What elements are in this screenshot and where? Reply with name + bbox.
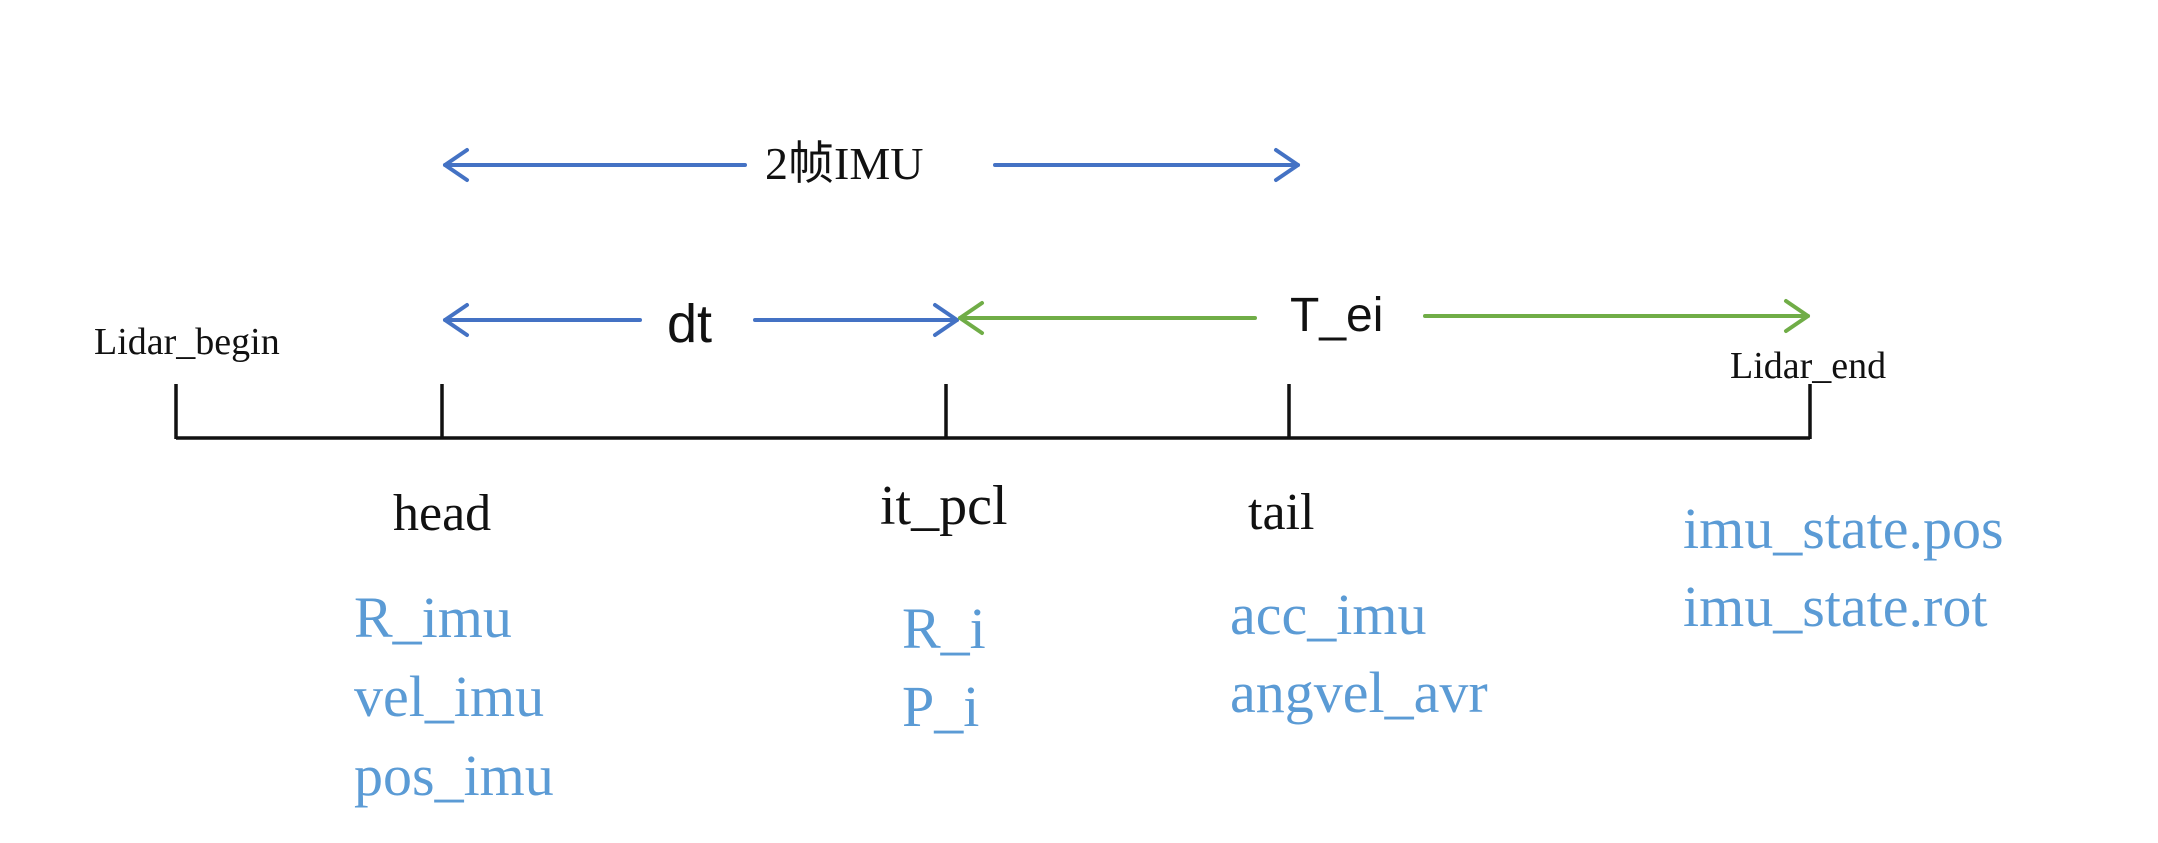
lidar-end-variable: imu_state.rot: [1683, 574, 1988, 639]
dt-arrow-left-head: [443, 303, 469, 337]
two-frame-imu-arrow: [443, 148, 1300, 182]
t-ei-label: T_ei: [1290, 289, 1384, 342]
lidar-begin-label: Lidar_begin: [94, 321, 280, 363]
lidar-end-variables: imu_state.pos imu_state.rot: [1683, 490, 2004, 646]
two-frame-imu-arrow-left-head: [443, 148, 469, 182]
tail-variable: acc_imu: [1230, 582, 1427, 647]
t-ei-arrow: [958, 299, 1810, 335]
head-variable: pos_imu: [354, 743, 554, 808]
head-variable: R_imu: [354, 585, 512, 650]
head-label: head: [393, 485, 492, 542]
lidar-end-label: Lidar_end: [1730, 345, 1887, 387]
head-variables: R_imu vel_imu pos_imu: [354, 578, 554, 815]
it-pcl-variables: R_i P_i: [902, 590, 986, 746]
it-pcl-variable: P_i: [902, 674, 980, 739]
tail-variables: acc_imu angvel_avr: [1230, 576, 1488, 732]
dt-arrow: [443, 303, 959, 337]
two-frame-imu-arrow-right-head: [1274, 148, 1300, 182]
it-pcl-variable: R_i: [902, 596, 986, 661]
dt-arrow-right-head: [933, 303, 959, 337]
time-axis: [174, 384, 1812, 440]
two-frame-imu-label: 2帧IMU: [765, 138, 924, 189]
dt-label: dt: [667, 294, 713, 354]
lidar-end-variable: imu_state.pos: [1683, 496, 2004, 561]
t-ei-arrow-right-head: [1784, 299, 1810, 333]
it-pcl-label: it_pcl: [880, 475, 1008, 537]
head-variable: vel_imu: [354, 664, 545, 729]
tail-label: tail: [1248, 484, 1315, 541]
t-ei-arrow-left-head: [958, 301, 984, 335]
tail-variable: angvel_avr: [1230, 660, 1488, 725]
